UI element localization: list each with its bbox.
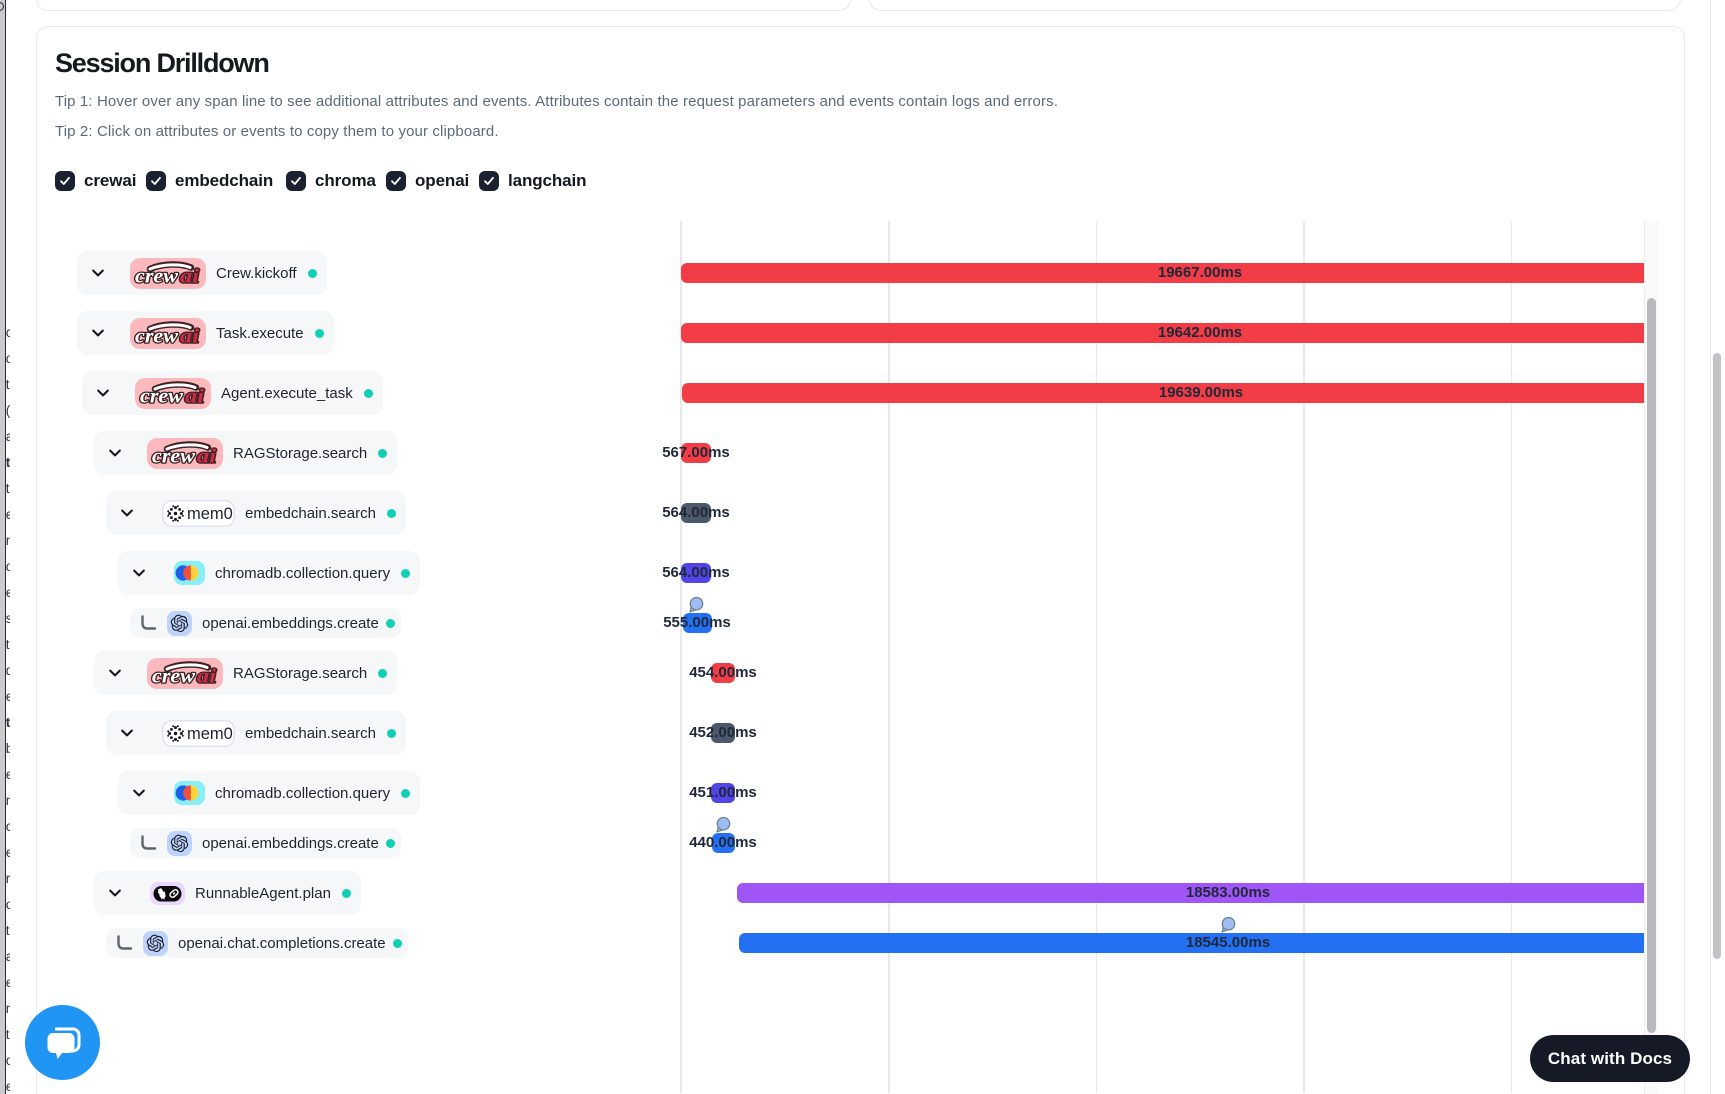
- svg-text:ai: ai: [180, 265, 200, 287]
- svg-text:ai: ai: [180, 325, 200, 347]
- svg-text:ai: ai: [197, 665, 217, 687]
- svg-text:crew: crew: [135, 325, 179, 347]
- svg-text:ai: ai: [185, 385, 205, 407]
- svg-text:crew: crew: [152, 665, 196, 687]
- svg-text:crew: crew: [140, 385, 184, 407]
- svg-text:crew: crew: [152, 445, 196, 467]
- svg-text:ai: ai: [197, 445, 217, 467]
- svg-text:crew: crew: [135, 265, 179, 287]
- svg-text:mem0: mem0: [187, 505, 233, 523]
- svg-text:mem0: mem0: [187, 725, 233, 743]
